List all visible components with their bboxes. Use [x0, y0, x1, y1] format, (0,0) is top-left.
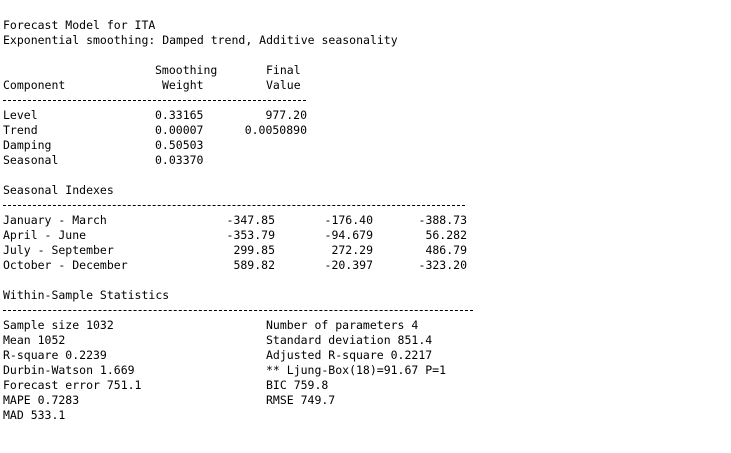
blank-line	[3, 168, 731, 183]
stats-row: R-square 0.2239 Adjusted R-square 0.2217	[3, 348, 731, 363]
component-name: Trend	[3, 123, 38, 137]
stats-right-item: RMSE 749.7	[266, 393, 336, 407]
seasonal-period: April - June	[3, 228, 87, 242]
stats-left-item: MAD 533.1	[3, 408, 66, 422]
seasonal-period: October - December	[3, 258, 128, 272]
seasonal-period: July - September	[3, 243, 114, 257]
final-value-header-2: Value	[266, 78, 301, 92]
component-header-row-1: Smoothing Final	[3, 63, 731, 78]
component-row: Seasonal 0.03370	[3, 153, 731, 168]
component-name: Level	[3, 108, 38, 122]
seasonal-value-1: 299.85	[233, 243, 275, 257]
seasonal-value-2: -176.40	[324, 213, 373, 227]
component-row: Level 0.33165 977.20	[3, 108, 731, 123]
stats-row: MAD 533.1	[3, 408, 731, 423]
stats-right-item: ** Ljung-Box(18)=91.67 P=1	[266, 363, 447, 377]
final-value-header-1: Final	[266, 63, 301, 77]
seasonal-value-3: 56.282	[425, 228, 467, 242]
component-name: Seasonal	[3, 153, 59, 167]
blank-line	[3, 48, 731, 63]
report-subtitle: Exponential smoothing: Damped trend, Add…	[3, 33, 731, 48]
component-header: Component	[3, 78, 66, 92]
stats-right-item: Adjusted R-square 0.2217	[266, 348, 433, 362]
component-header-row-2: Component Weight Value	[3, 78, 731, 93]
blank-line	[3, 273, 731, 288]
component-row: Damping 0.50503	[3, 138, 731, 153]
seasonal-value-2: -94.679	[324, 228, 373, 242]
seasonal-value-1: -353.79	[226, 228, 275, 242]
seasonal-value-2: 272.29	[331, 243, 373, 257]
component-name: Damping	[3, 138, 52, 152]
stats-row: Durbin-Watson 1.669 ** Ljung-Box(18)=91.…	[3, 363, 731, 378]
stats-left-item: R-square 0.2239	[3, 348, 107, 362]
component-row: Trend 0.00007 0.0050890	[3, 123, 731, 138]
component-weight: 0.33165	[155, 108, 204, 122]
stats-right-item: BIC 759.8	[266, 378, 329, 392]
stats-left-item: Mean 1052	[3, 333, 66, 347]
seasonal-rule	[3, 198, 731, 213]
component-value: 0.0050890	[244, 123, 307, 137]
stats-left-item: MAPE 0.7283	[3, 393, 80, 407]
seasonal-title: Seasonal Indexes	[3, 183, 731, 198]
stats-row: MAPE 0.7283 RMSE 749.7	[3, 393, 731, 408]
seasonal-value-1: -347.85	[226, 213, 275, 227]
stats-left-item: Sample size 1032	[3, 318, 114, 332]
smoothing-weight-header-2: Weight	[162, 78, 204, 92]
seasonal-row: January - March -347.85 -176.40 -388.73	[3, 213, 731, 228]
forecast-report: Forecast Model for ITA Exponential smoot…	[3, 18, 731, 423]
stats-right-item: Standard deviation 851.4	[266, 333, 433, 347]
report-title-text: Forecast Model for ITA	[3, 18, 156, 32]
component-weight: 0.50503	[155, 138, 204, 152]
component-weight: 0.03370	[155, 153, 204, 167]
seasonal-value-3: -323.20	[418, 258, 467, 272]
stats-row: Forecast error 751.1 BIC 759.8	[3, 378, 731, 393]
seasonal-period: January - March	[3, 213, 107, 227]
stats-right-item: Number of parameters 4	[266, 318, 419, 332]
smoothing-weight-header-1: Smoothing	[155, 63, 218, 77]
divider	[3, 100, 306, 101]
stats-left-item: Durbin-Watson 1.669	[3, 363, 135, 377]
stats-row: Sample size 1032 Number of parameters 4	[3, 318, 731, 333]
seasonal-value-3: -388.73	[418, 213, 467, 227]
stats-title-text: Within-Sample Statistics	[3, 288, 170, 302]
stats-rule	[3, 303, 731, 318]
report-title: Forecast Model for ITA	[3, 18, 731, 33]
component-value: 977.20	[265, 108, 307, 122]
component-weight: 0.00007	[155, 123, 204, 137]
component-rule	[3, 93, 731, 108]
seasonal-row: July - September 299.85 272.29 486.79	[3, 243, 731, 258]
divider	[3, 205, 465, 206]
stats-title: Within-Sample Statistics	[3, 288, 731, 303]
stats-left-item: Forecast error 751.1	[3, 378, 142, 392]
seasonal-value-3: 486.79	[425, 243, 467, 257]
stats-row: Mean 1052 Standard deviation 851.4	[3, 333, 731, 348]
seasonal-title-text: Seasonal Indexes	[3, 183, 114, 197]
divider	[3, 310, 473, 311]
seasonal-row: April - June -353.79 -94.679 56.282	[3, 228, 731, 243]
seasonal-value-1: 589.82	[233, 258, 275, 272]
seasonal-value-2: -20.397	[324, 258, 373, 272]
report-subtitle-text: Exponential smoothing: Damped trend, Add…	[3, 33, 398, 47]
seasonal-row: October - December 589.82 -20.397 -323.2…	[3, 258, 731, 273]
